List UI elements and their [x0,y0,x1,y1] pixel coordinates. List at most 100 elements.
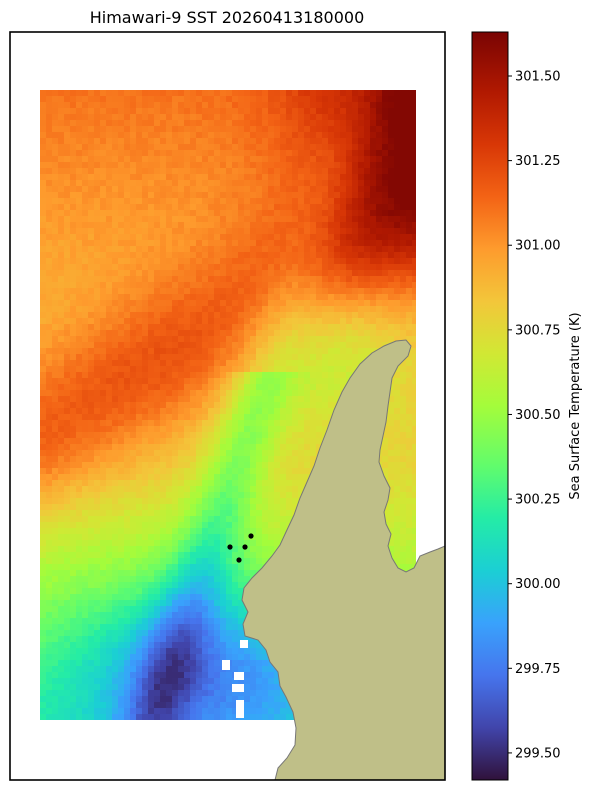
sst-cell [196,204,203,211]
sst-cell [172,498,179,505]
sst-cell [334,276,341,283]
sst-cell [100,186,107,193]
sst-cell [130,348,137,355]
sst-cell [220,474,227,481]
sst-cell [214,258,221,265]
sst-cell [334,240,341,247]
sst-cell [88,96,95,103]
sst-cell [88,558,95,565]
sst-cell [94,408,101,415]
sst-cell [322,342,329,349]
sst-cell [166,228,173,235]
sst-cell [70,168,77,175]
sst-cell [202,510,209,517]
sst-cell [112,378,119,385]
sst-cell [226,366,233,373]
sst-cell [58,498,65,505]
sst-cell [298,480,305,487]
sst-cell [136,282,143,289]
sst-cell [154,420,161,427]
sst-cell [412,366,416,373]
sst-cell [412,324,416,331]
sst-cell [58,168,65,175]
sst-cell [196,270,203,277]
sst-cell [76,138,83,145]
sst-cell [250,192,257,199]
sst-cell [334,210,341,217]
sst-cell [208,402,215,409]
sst-cell [142,312,149,319]
sst-cell [394,318,401,325]
sst-cell [226,324,233,331]
sst-cell [292,468,299,475]
sst-cell [196,462,203,469]
sst-cell [256,396,263,403]
sst-cell [172,486,179,493]
sst-cell [178,456,185,463]
sst-cell [118,276,125,283]
sst-cell [196,222,203,229]
sst-cell [118,360,125,367]
sst-cell [364,330,371,337]
sst-cell [208,522,215,529]
sst-cell [382,312,389,319]
sst-cell [358,108,365,115]
sst-cell [64,162,71,169]
sst-cell [412,306,416,313]
sst-cell [58,306,65,313]
sst-cell [166,96,173,103]
sst-cell [232,402,239,409]
sst-cell [280,444,287,451]
sst-cell [400,390,407,397]
sst-cell [202,336,209,343]
sst-cell [358,252,365,259]
sst-cell [70,108,77,115]
sst-cell [112,552,119,559]
sst-cell [136,312,143,319]
sst-cell [148,384,155,391]
sst-cell [94,546,101,553]
sst-cell [346,234,353,241]
sst-cell [136,360,143,367]
sst-cell [70,324,77,331]
sst-cell [274,516,281,523]
sst-cell [232,156,239,163]
sst-cell [52,282,59,289]
sst-cell [334,234,341,241]
sst-cell [148,264,155,271]
sst-cell [118,306,125,313]
sst-cell [292,102,299,109]
sst-cell [304,456,311,463]
sst-cell [52,372,59,379]
sst-cell [58,516,65,523]
sst-cell [112,144,119,151]
sst-cell [382,324,389,331]
sst-cell [274,174,281,181]
sst-cell [64,522,71,529]
sst-cell [178,468,185,475]
sst-cell [310,108,317,115]
sst-cell [46,294,53,301]
sst-cell [196,396,203,403]
sst-cell [310,300,317,307]
sst-cell [232,444,239,451]
sst-cell [196,540,203,547]
sst-cell [94,246,101,253]
sst-cell [376,222,383,229]
sst-cell [400,396,407,403]
sst-cell [334,372,341,379]
sst-cell [244,294,251,301]
sst-cell [406,396,413,403]
sst-cell [292,240,299,247]
sst-cell [238,198,245,205]
sst-cell [370,300,377,307]
sst-cell [310,360,317,367]
sst-cell [388,516,395,523]
sst-cell [412,228,416,235]
sst-cell [292,270,299,277]
sst-cell [166,336,173,343]
sst-cell [220,330,227,337]
sst-cell [46,534,53,541]
sst-cell [412,222,416,229]
sst-cell [268,300,275,307]
